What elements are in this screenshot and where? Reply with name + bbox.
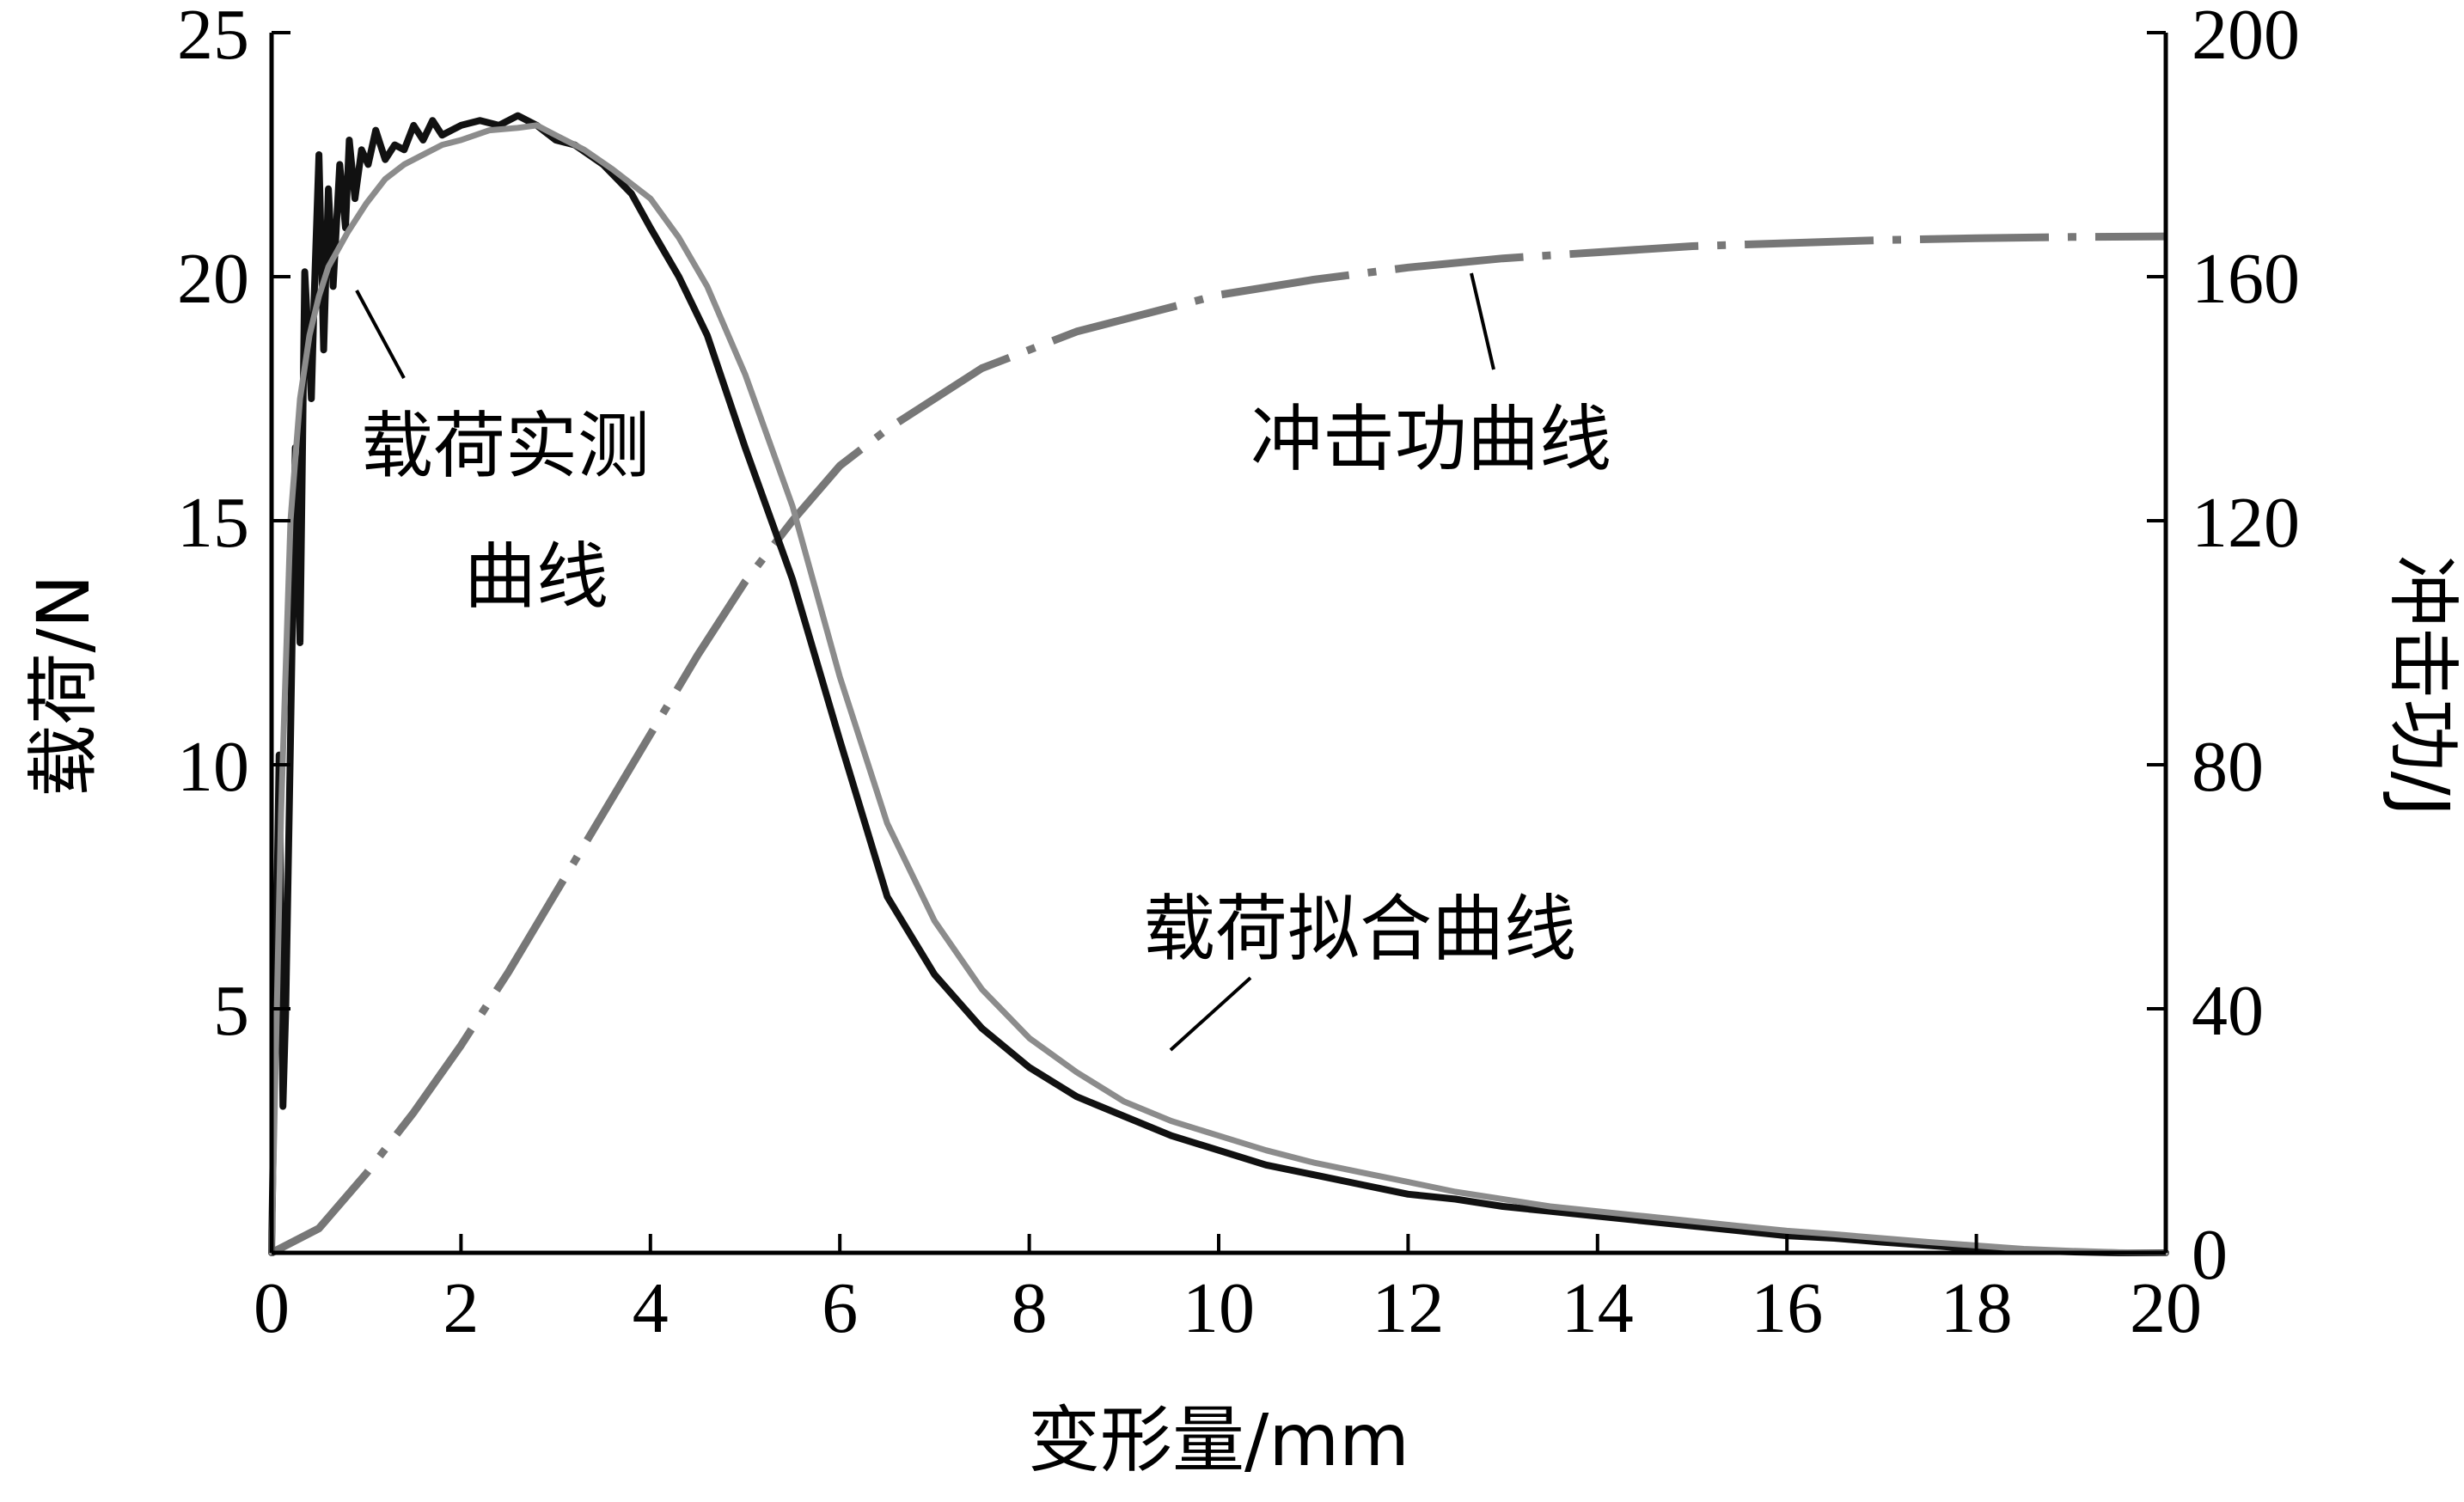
annotation-measured-line2: 曲线 [464,534,608,619]
y-right-tick-label: 80 [2192,727,2264,807]
y-left-tick-label: 20 [177,239,249,319]
x-tick-label: 16 [1751,1268,1823,1348]
measured-leader-line [355,290,406,379]
x-tick-label: 8 [1012,1268,1048,1348]
series-line-solid-black-noisy [268,112,2169,1256]
y-axis-right-title: 冲击功/J [2381,554,2464,816]
x-tick-label: 0 [254,1268,290,1348]
x-tick-label: 18 [1941,1268,2013,1348]
x-tick-label: 6 [822,1268,858,1348]
y-right-tick-label: 160 [2192,239,2300,319]
y-right-tick-label: 200 [2192,0,2300,75]
y-right-tick-label: 40 [2192,971,2264,1051]
annotation-energy: 冲击功曲线 [1250,397,1611,481]
y-left-tick-label: 5 [213,971,249,1051]
series-line-solid-grey-smooth [268,122,2169,1256]
x-tick-label: 20 [2130,1268,2202,1348]
x-axis-title: 变形量/mm [1028,1398,1409,1482]
series-line-dashdot-grey [269,232,2167,1256]
y-right-tick-label: 120 [2192,483,2300,563]
y-axis-left-title: 载荷/N [21,574,106,797]
fitted-leader-line [1169,976,1252,1052]
energy-leader-line [1470,272,1495,370]
annotation-measured-line1: 载荷实测 [361,404,650,488]
x-tick-label: 10 [1183,1268,1255,1348]
x-tick-label: 2 [443,1268,479,1348]
x-tick-label: 14 [1562,1268,1634,1348]
axes-layer [269,33,2168,1255]
y-left-tick-label: 15 [177,483,249,563]
x-tick-label: 12 [1372,1268,1444,1348]
annotation-fitted: 载荷拟合曲线 [1143,887,1576,971]
y-left-tick-label: 25 [177,0,249,75]
ticks-layer: 0 2 4 6 8 10 12 14 16 18 20 5 10 15 20 25 0 40 80 120 160 200 [177,0,2300,1348]
series-layer [268,112,2169,1256]
y-left-tick-label: 10 [177,727,249,807]
x-tick-label: 4 [633,1268,669,1348]
y-right-tick-label: 0 [2192,1215,2228,1295]
